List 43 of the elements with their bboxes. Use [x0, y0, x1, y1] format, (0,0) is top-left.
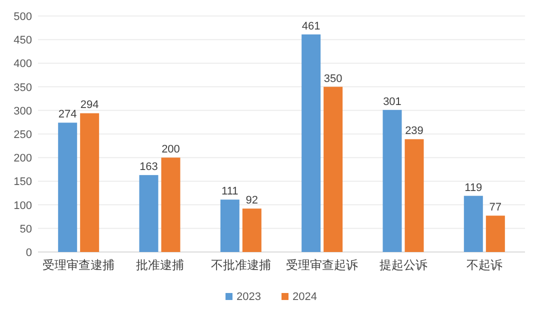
y-tick-label: 300	[14, 105, 32, 118]
x-tick-label: 受理审查起诉	[286, 258, 358, 272]
data-label: 92	[246, 194, 258, 207]
y-tick-label: 150	[14, 176, 32, 188]
data-label: 77	[489, 202, 502, 214]
y-tick-label: 250	[14, 129, 32, 141]
y-tick-label: 350	[14, 82, 32, 94]
y-tick-label: 500	[14, 11, 32, 23]
y-tick-label: 100	[14, 200, 32, 212]
y-tick-label: 200	[14, 152, 32, 165]
data-label: 301	[383, 96, 402, 108]
legend-label: 2023	[236, 291, 261, 303]
bar	[324, 86, 343, 252]
bar	[161, 158, 180, 252]
data-label: 119	[464, 182, 482, 194]
bar	[139, 175, 158, 252]
x-tick-label: 受理审查逮捕	[42, 258, 115, 272]
bar	[80, 113, 100, 252]
x-tick-label: 批准逮捕	[136, 258, 184, 272]
data-label: 239	[405, 125, 424, 138]
data-label: 274	[58, 108, 77, 121]
data-label: 163	[140, 161, 158, 174]
bar	[302, 34, 321, 252]
bar	[242, 208, 262, 252]
bar	[58, 122, 78, 252]
x-tick-label: 不起诉	[466, 258, 502, 272]
x-tick-label: 不批准逮捕	[210, 258, 271, 272]
bar	[382, 110, 402, 252]
data-label: 200	[162, 144, 180, 156]
bar	[486, 216, 505, 252]
x-tick-label: 提起公诉	[379, 258, 428, 272]
bar	[220, 200, 240, 252]
y-tick-label: 50	[20, 223, 32, 236]
data-label: 111	[222, 186, 238, 198]
y-tick-label: 450	[14, 34, 32, 47]
legend-label: 2024	[292, 291, 317, 303]
bar	[464, 196, 483, 252]
data-label: 350	[324, 72, 342, 85]
data-label: 294	[80, 99, 99, 112]
y-tick-label: 400	[14, 58, 32, 70]
y-tick-label: 0	[26, 247, 32, 259]
bar	[404, 139, 424, 252]
data-label: 461	[302, 20, 320, 32]
